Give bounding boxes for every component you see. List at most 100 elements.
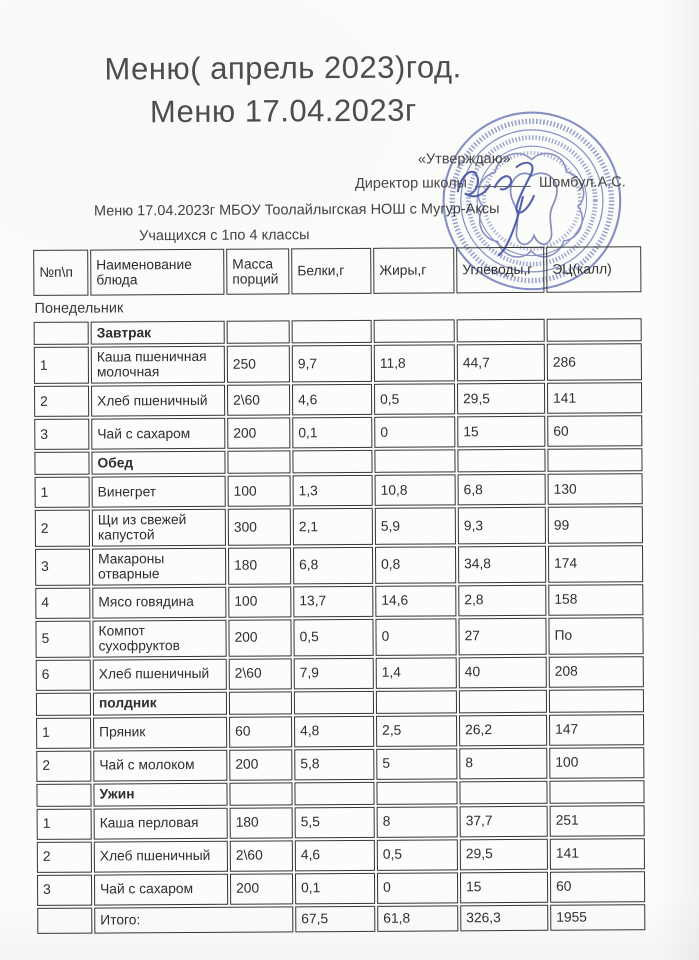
table-row-item: 2 Хлеб пшеничный 2\60 4,6 0,5 29,5 141 (36, 837, 645, 873)
cell-name: Хлеб пшеничный (91, 384, 226, 417)
table-row-total: Итого: 67,5 61,8 326,3 1955 (37, 903, 646, 934)
cell-protein (292, 449, 373, 474)
cell-protein: 5,8 (294, 748, 375, 780)
col-header-mass: Масса порций (226, 248, 290, 295)
table-row-section: Завтрак (33, 318, 642, 345)
director-signature-line: Директор школы Шомбул.А.С. (354, 173, 626, 192)
cell-mass: 180 (227, 547, 292, 585)
cell-protein: 1,3 (292, 474, 373, 507)
cell-name: Хлеб пшеничный (92, 658, 227, 691)
cell-fat: 5,9 (374, 507, 456, 545)
table-row-item: 1 Винегрет 100 1,3 10,8 6,8 130 (34, 473, 643, 508)
director-role-label: Директор школы (354, 175, 467, 192)
cell-num: 4 (35, 587, 91, 619)
cell-name: Пряник (93, 716, 228, 749)
cell-fat: 0 (374, 416, 456, 448)
cell-fat: 0 (376, 871, 459, 904)
cell-num (36, 783, 92, 807)
cell-protein: 7,9 (293, 657, 374, 689)
cell-fat: 61,8 (377, 904, 459, 932)
cell-name: Завтрак (90, 320, 225, 345)
table-row-item: 5 Компот сухофруктов 200 0,5 0 27 По (35, 616, 644, 658)
table-row-item: 1 Пряник 60 4,8 2,5 26,2 147 (36, 713, 645, 749)
cell-name: Каша перловая (93, 807, 228, 840)
cell-num: 6 (35, 659, 91, 691)
cell-kcal: 147 (549, 713, 645, 746)
cell-carbs: 29,5 (459, 838, 548, 870)
cell-protein: 5,5 (294, 806, 375, 838)
cell-mass: 2\60 (228, 657, 292, 690)
cell-num: 2 (34, 385, 90, 417)
table-row-section: Ужин (36, 779, 645, 807)
table-row-item: 3 Чай с сахаром 200 0,1 0 15 60 (36, 870, 646, 906)
cell-protein: 4,6 (292, 383, 373, 416)
cell-kcal: 99 (547, 506, 643, 544)
cell-kcal: 208 (548, 655, 644, 688)
cell-num (35, 692, 92, 716)
cell-protein: 2,1 (292, 507, 373, 546)
cell-kcal: 130 (547, 473, 643, 505)
cell-kcal (548, 688, 645, 713)
cell-name: Чай с молоком (93, 749, 228, 782)
cell-mass: 200 (229, 872, 294, 905)
cell-kcal (546, 318, 642, 342)
cell-fat (374, 449, 456, 473)
cell-protein (294, 781, 375, 805)
day-label: Понедельник (34, 300, 124, 317)
cell-carbs: 15 (457, 415, 546, 448)
table-row-section: полдник (35, 688, 645, 716)
menu-table-header: №п\п Наименование блюда Масса порций Бел… (33, 246, 642, 296)
menu-subtitle-grades: Учащихся с 1по 4 классы (139, 227, 310, 245)
cell-kcal: 286 (546, 343, 642, 381)
cell-mass: 250 (226, 345, 290, 383)
cell-protein: 0,5 (293, 618, 374, 656)
cell-protein (293, 690, 375, 714)
table-row-item: 4 Мясо говядина 100 13,7 14,6 2,8 158 (35, 583, 644, 619)
cell-mass: 200 (229, 748, 293, 781)
document-title-block: Меню( апрель 2023)год. Меню 17.04.2023г (0, 45, 568, 135)
cell-protein (291, 319, 372, 344)
cell-mass (226, 320, 290, 344)
cell-fat: 0,8 (374, 546, 457, 584)
cell-carbs: 37,7 (459, 805, 548, 837)
cell-num: 2 (34, 509, 90, 547)
cell-carbs: 26,2 (459, 714, 548, 746)
table-row-item: 3 Чай с сахаром 200 0,1 0 15 60 (34, 415, 643, 450)
cell-carbs: 326,3 (460, 904, 549, 931)
cell-num: 3 (34, 418, 90, 450)
menu-table: №п\п Наименование блюда Масса порций Бел… (31, 244, 647, 935)
cell-carbs: 8 (459, 747, 548, 779)
document-title-line2: Меню 17.04.2023г (149, 92, 417, 130)
cell-protein: 4,8 (294, 715, 375, 747)
cell-kcal: 60 (549, 870, 646, 903)
table-row-item: 2 Хлеб пшеничный 2\60 4,6 0,5 29,5 141 (34, 382, 643, 417)
cell-num (34, 451, 90, 475)
cell-protein: 9,7 (291, 344, 372, 383)
cell-fat: 2,5 (376, 714, 458, 747)
cell-mass: 2\60 (229, 839, 293, 872)
signature-underline (474, 173, 531, 188)
cell-protein: 67,5 (295, 905, 376, 932)
cell-carbs: 34,8 (457, 545, 547, 583)
cell-name: Обед (91, 450, 226, 475)
col-header-protein: Белки,г (291, 247, 372, 295)
cell-carbs: 29,5 (456, 382, 546, 415)
cell-num: 2 (36, 750, 92, 782)
menu-subtitle-school: Меню 17.04.2023г МБОУ Тоолайлыгская НОШ … (93, 201, 500, 220)
table-row-day: Понедельник (33, 294, 641, 320)
cell-num: 1 (34, 476, 90, 508)
cell-carbs (456, 318, 545, 343)
cell-kcal (549, 779, 645, 804)
cell-carbs: 40 (458, 656, 547, 688)
cell-name: Щи из свежей капустой (91, 508, 226, 547)
cell-kcal: 174 (547, 544, 644, 583)
cell-name: Хлеб пшеничный (93, 840, 228, 873)
cell-kcal (547, 448, 643, 472)
cell-protein: 6,8 (292, 546, 374, 584)
cell-kcal: 158 (548, 583, 644, 616)
table-row-item: 6 Хлеб пшеничный 2\60 7,9 1,4 40 208 (35, 655, 644, 691)
cell-kcal: По (548, 616, 644, 655)
cell-carbs: 6,8 (457, 473, 546, 506)
director-name: Шомбул.А.С. (538, 174, 626, 191)
